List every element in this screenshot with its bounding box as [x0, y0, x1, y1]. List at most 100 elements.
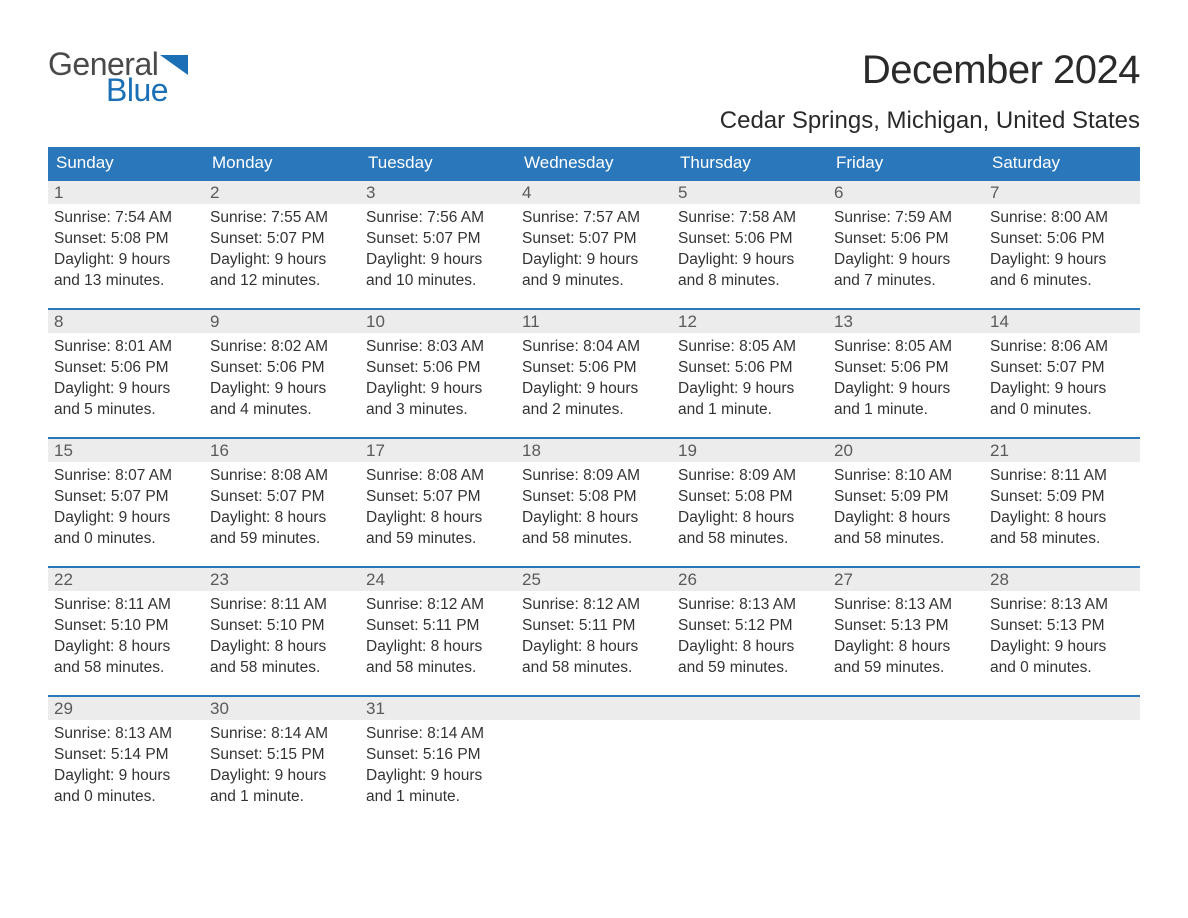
day-number: 2 [204, 181, 360, 204]
day-sunset: Sunset: 5:15 PM [210, 745, 354, 766]
calendar-day: 15Sunrise: 8:07 AMSunset: 5:07 PMDayligh… [48, 439, 204, 554]
calendar-day: 17Sunrise: 8:08 AMSunset: 5:07 PMDayligh… [360, 439, 516, 554]
day-d2: and 4 minutes. [210, 400, 354, 421]
weekday-header: Wednesday [516, 147, 672, 179]
day-sunrise: Sunrise: 8:11 AM [54, 595, 198, 616]
day-sunset: Sunset: 5:08 PM [54, 229, 198, 250]
day-d2: and 1 minute. [834, 400, 978, 421]
day-sunrise: Sunrise: 7:54 AM [54, 208, 198, 229]
day-body: Sunrise: 7:56 AMSunset: 5:07 PMDaylight:… [360, 204, 516, 296]
day-d1: Daylight: 9 hours [990, 379, 1134, 400]
day-number: 20 [828, 439, 984, 462]
day-body: Sunrise: 8:12 AMSunset: 5:11 PMDaylight:… [360, 591, 516, 683]
day-sunrise: Sunrise: 8:06 AM [990, 337, 1134, 358]
day-d2: and 10 minutes. [366, 271, 510, 292]
day-d1: Daylight: 9 hours [366, 379, 510, 400]
day-sunset: Sunset: 5:07 PM [210, 229, 354, 250]
day-body: Sunrise: 8:08 AMSunset: 5:07 PMDaylight:… [204, 462, 360, 554]
day-number: 4 [516, 181, 672, 204]
day-body: Sunrise: 8:09 AMSunset: 5:08 PMDaylight:… [672, 462, 828, 554]
day-number: 26 [672, 568, 828, 591]
day-body: Sunrise: 8:07 AMSunset: 5:07 PMDaylight:… [48, 462, 204, 554]
day-d2: and 6 minutes. [990, 271, 1134, 292]
day-sunrise: Sunrise: 8:09 AM [522, 466, 666, 487]
day-d1: Daylight: 8 hours [522, 637, 666, 658]
calendar-day: . [984, 697, 1140, 812]
day-number: 3 [360, 181, 516, 204]
day-d2: and 13 minutes. [54, 271, 198, 292]
day-body: Sunrise: 7:58 AMSunset: 5:06 PMDaylight:… [672, 204, 828, 296]
logo: General Blue [48, 48, 188, 106]
day-d2: and 0 minutes. [990, 400, 1134, 421]
day-number: 18 [516, 439, 672, 462]
day-d1: Daylight: 8 hours [678, 508, 822, 529]
day-body: Sunrise: 8:05 AMSunset: 5:06 PMDaylight:… [672, 333, 828, 425]
calendar-day: . [672, 697, 828, 812]
day-body: Sunrise: 8:13 AMSunset: 5:13 PMDaylight:… [828, 591, 984, 683]
header-region: General Blue December 2024 Cedar Springs… [48, 48, 1140, 135]
day-sunrise: Sunrise: 8:05 AM [834, 337, 978, 358]
day-body: Sunrise: 8:03 AMSunset: 5:06 PMDaylight:… [360, 333, 516, 425]
calendar-day: 6Sunrise: 7:59 AMSunset: 5:06 PMDaylight… [828, 181, 984, 296]
calendar-day: 16Sunrise: 8:08 AMSunset: 5:07 PMDayligh… [204, 439, 360, 554]
day-body: Sunrise: 7:54 AMSunset: 5:08 PMDaylight:… [48, 204, 204, 296]
day-d2: and 58 minutes. [522, 529, 666, 550]
day-body: Sunrise: 7:55 AMSunset: 5:07 PMDaylight:… [204, 204, 360, 296]
day-d1: Daylight: 9 hours [990, 250, 1134, 271]
day-sunrise: Sunrise: 8:12 AM [522, 595, 666, 616]
calendar-day: 31Sunrise: 8:14 AMSunset: 5:16 PMDayligh… [360, 697, 516, 812]
day-sunrise: Sunrise: 8:04 AM [522, 337, 666, 358]
day-sunset: Sunset: 5:07 PM [366, 229, 510, 250]
day-sunrise: Sunrise: 8:11 AM [210, 595, 354, 616]
day-sunset: Sunset: 5:08 PM [678, 487, 822, 508]
day-d2: and 58 minutes. [990, 529, 1134, 550]
day-sunrise: Sunrise: 8:07 AM [54, 466, 198, 487]
day-body [828, 720, 984, 810]
day-sunrise: Sunrise: 8:12 AM [366, 595, 510, 616]
day-sunset: Sunset: 5:06 PM [834, 229, 978, 250]
day-d1: Daylight: 9 hours [210, 250, 354, 271]
day-d2: and 0 minutes. [54, 787, 198, 808]
day-sunset: Sunset: 5:06 PM [522, 358, 666, 379]
calendar-day: 5Sunrise: 7:58 AMSunset: 5:06 PMDaylight… [672, 181, 828, 296]
day-sunset: Sunset: 5:08 PM [522, 487, 666, 508]
weeks-container: 1Sunrise: 7:54 AMSunset: 5:08 PMDaylight… [48, 179, 1140, 812]
day-sunset: Sunset: 5:14 PM [54, 745, 198, 766]
day-body: Sunrise: 8:05 AMSunset: 5:06 PMDaylight:… [828, 333, 984, 425]
week-row: 22Sunrise: 8:11 AMSunset: 5:10 PMDayligh… [48, 566, 1140, 683]
day-d1: Daylight: 9 hours [990, 637, 1134, 658]
day-sunset: Sunset: 5:11 PM [522, 616, 666, 637]
day-d1: Daylight: 8 hours [54, 637, 198, 658]
day-d2: and 8 minutes. [678, 271, 822, 292]
calendar-day: 10Sunrise: 8:03 AMSunset: 5:06 PMDayligh… [360, 310, 516, 425]
day-sunset: Sunset: 5:06 PM [366, 358, 510, 379]
day-d1: Daylight: 9 hours [54, 508, 198, 529]
day-body [516, 720, 672, 810]
calendar-day: 9Sunrise: 8:02 AMSunset: 5:06 PMDaylight… [204, 310, 360, 425]
day-d2: and 59 minutes. [366, 529, 510, 550]
day-sunrise: Sunrise: 8:05 AM [678, 337, 822, 358]
day-body: Sunrise: 8:14 AMSunset: 5:15 PMDaylight:… [204, 720, 360, 812]
day-sunset: Sunset: 5:12 PM [678, 616, 822, 637]
day-number: 31 [360, 697, 516, 720]
day-number: 14 [984, 310, 1140, 333]
day-number: 19 [672, 439, 828, 462]
day-sunset: Sunset: 5:07 PM [210, 487, 354, 508]
weekday-header: Sunday [48, 147, 204, 179]
day-sunrise: Sunrise: 7:57 AM [522, 208, 666, 229]
day-sunrise: Sunrise: 8:00 AM [990, 208, 1134, 229]
day-d1: Daylight: 8 hours [210, 637, 354, 658]
calendar-day: 30Sunrise: 8:14 AMSunset: 5:15 PMDayligh… [204, 697, 360, 812]
day-d1: Daylight: 9 hours [210, 766, 354, 787]
day-body: Sunrise: 8:08 AMSunset: 5:07 PMDaylight:… [360, 462, 516, 554]
day-d2: and 9 minutes. [522, 271, 666, 292]
weekday-header: Thursday [672, 147, 828, 179]
calendar-day: 18Sunrise: 8:09 AMSunset: 5:08 PMDayligh… [516, 439, 672, 554]
day-body: Sunrise: 8:11 AMSunset: 5:10 PMDaylight:… [48, 591, 204, 683]
day-number: 11 [516, 310, 672, 333]
month-title: December 2024 [720, 48, 1140, 93]
day-d2: and 0 minutes. [990, 658, 1134, 679]
day-sunrise: Sunrise: 8:14 AM [366, 724, 510, 745]
weekday-header-row: SundayMondayTuesdayWednesdayThursdayFrid… [48, 147, 1140, 179]
day-sunset: Sunset: 5:09 PM [834, 487, 978, 508]
